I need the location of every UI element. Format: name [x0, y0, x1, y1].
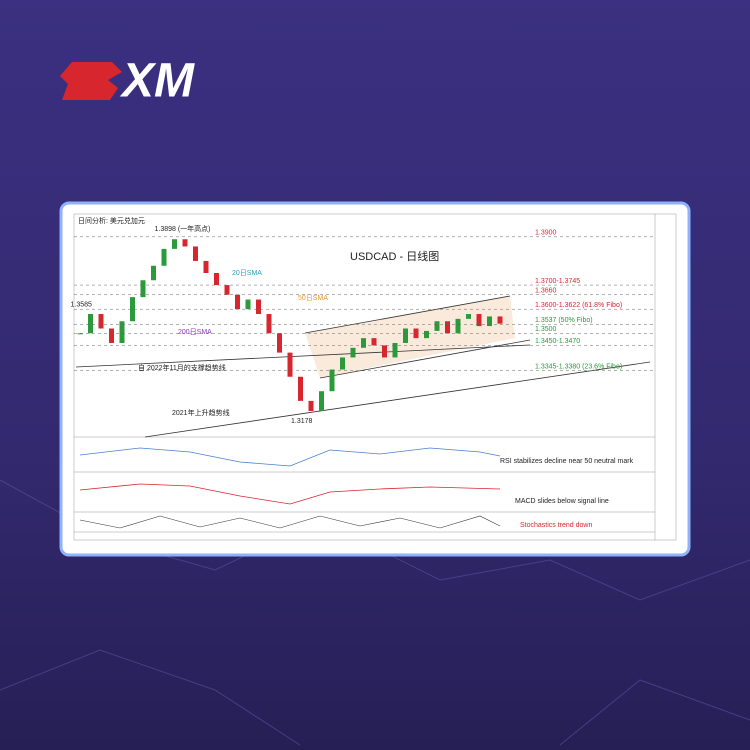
- candle: [424, 330, 429, 339]
- candle: [77, 333, 83, 335]
- rsi-line: [79, 447, 501, 467]
- channel: [305, 296, 515, 378]
- logo-text: XM: [119, 55, 195, 108]
- level-label: 1.3660: [535, 288, 557, 295]
- candle: [245, 299, 251, 310]
- sma-label: 50日SMA: [298, 294, 328, 302]
- candle: [98, 314, 104, 329]
- logo-mark: [60, 62, 122, 100]
- candle: [308, 400, 314, 412]
- candle: [130, 297, 135, 322]
- level-label: 1.3700-1.3745: [535, 278, 580, 285]
- chart-header: 日间分析: 美元兑加元: [78, 216, 145, 225]
- candle: [371, 338, 377, 346]
- candle: [277, 333, 282, 353]
- panel-note: RSI stabilizes decline near 50 neutral m…: [500, 458, 634, 465]
- candle: [235, 294, 240, 310]
- candle: [340, 357, 345, 370]
- candle: [497, 316, 503, 324]
- candle: [193, 246, 198, 261]
- chart-title: USDCAD - 日线图: [350, 249, 439, 263]
- candle: [392, 342, 398, 358]
- candle: [350, 347, 356, 358]
- candle: [140, 280, 146, 298]
- candle: [476, 314, 482, 327]
- candle: [361, 338, 366, 348]
- price-annotation: 1.3178: [291, 418, 313, 425]
- price-annotation: 1.3898 (一年高点): [155, 224, 211, 233]
- candle: [151, 265, 156, 281]
- candle: [88, 314, 93, 334]
- candle: [445, 321, 450, 334]
- trendline: [144, 361, 651, 438]
- candle: [203, 260, 209, 274]
- level-label: 1.3345-1.3380 (23.6% Fibo): [535, 364, 622, 371]
- candle: [266, 314, 272, 334]
- candle: [256, 299, 261, 315]
- candle: [119, 321, 125, 343]
- level-label: 1.3450-1.3470: [535, 338, 580, 345]
- candle: [455, 318, 461, 334]
- channel-line: [304, 295, 511, 334]
- candle: [487, 316, 492, 327]
- candle: [298, 376, 303, 401]
- candle: [434, 321, 440, 331]
- level-label: 1.3600-1.3622 (61.8% Fibo): [535, 302, 622, 309]
- trendline: [75, 344, 531, 368]
- candle: [224, 285, 230, 295]
- candle: [109, 328, 114, 343]
- panel-note: MACD slides below signal line: [515, 498, 609, 505]
- candle: [319, 391, 324, 412]
- macd-line: [79, 483, 501, 505]
- candle: [329, 369, 335, 392]
- candle: [382, 345, 387, 358]
- level-label: 1.3900: [535, 230, 557, 237]
- panel-note: Stochastics trend down: [520, 522, 592, 529]
- level-label: 1.3537 (50% Fibo): [535, 317, 593, 324]
- sma-label: 20日SMA: [232, 269, 262, 277]
- stoch-line: [79, 515, 501, 529]
- trendline-label: 2021年上升趋势线: [172, 408, 230, 417]
- level-label: 1.3500: [535, 326, 557, 333]
- candle: [287, 352, 293, 377]
- trendline-label: 自 2022年11月的支撑趋势线: [138, 363, 226, 372]
- candle: [182, 239, 188, 247]
- candle: [466, 314, 471, 319]
- price-annotation: 1.3585: [71, 302, 93, 309]
- candle: [214, 273, 219, 286]
- candle: [172, 239, 177, 249]
- candle: [403, 328, 408, 343]
- candle: [161, 248, 167, 266]
- logo: XM: [60, 55, 195, 108]
- sma-label: 200日SMA: [178, 328, 212, 336]
